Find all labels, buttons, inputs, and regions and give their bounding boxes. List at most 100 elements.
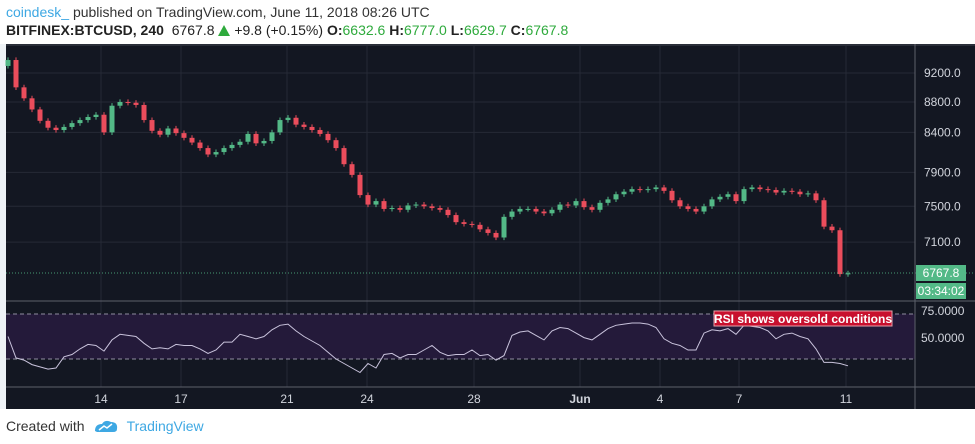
candle-body (101, 114, 107, 133)
candle (293, 115, 299, 128)
candle (5, 57, 11, 69)
close-label: C: (510, 22, 526, 38)
created-with-text: Created with (6, 418, 85, 434)
candle (557, 201, 563, 213)
candle (709, 196, 715, 209)
candle (501, 214, 507, 241)
last-price: 6767.8 (171, 22, 215, 38)
candle-body (821, 200, 827, 227)
candle (797, 189, 803, 197)
candle-body (493, 232, 499, 238)
candle (765, 186, 771, 193)
candle-body (309, 126, 315, 131)
candle (237, 139, 243, 148)
rsi-tick-50: 50.0000 (921, 331, 965, 345)
candle (581, 198, 587, 210)
candle (733, 191, 739, 204)
candle-body (261, 140, 267, 144)
candle-body (509, 211, 515, 217)
candle (157, 128, 163, 138)
candle-body (501, 216, 507, 238)
candle (165, 125, 171, 138)
candle-body (781, 190, 787, 193)
candle (77, 117, 83, 126)
candle (37, 106, 43, 124)
candle (117, 99, 123, 109)
candle (445, 207, 451, 218)
countdown-tag (916, 283, 966, 299)
candle (53, 125, 59, 133)
candle-body (325, 133, 331, 141)
left-edge (0, 44, 6, 409)
candle-body (733, 194, 739, 202)
candle (125, 99, 131, 106)
candle-body (29, 98, 35, 110)
candle (485, 226, 491, 236)
open-value: 6632.6 (342, 22, 386, 38)
candle-body (805, 193, 811, 195)
candle-body (557, 204, 563, 210)
candle (13, 57, 19, 90)
candle (197, 139, 203, 151)
candle-body (485, 229, 491, 233)
tradingview-logo-icon[interactable] (93, 418, 119, 434)
candle-body (285, 117, 291, 121)
candle-body (565, 204, 571, 206)
footer: Created with TradingView (6, 418, 204, 434)
candle (525, 206, 531, 212)
tradingview-link[interactable]: TradingView (126, 418, 204, 434)
time-tick-label: 11 (840, 392, 853, 406)
candle (357, 172, 363, 198)
candle-body (21, 87, 27, 99)
time-axis[interactable]: 14 17 21 24 28 Jun 4 7 11 (94, 392, 852, 406)
candle (325, 131, 331, 143)
candle-body (109, 105, 115, 133)
candle-body (693, 208, 699, 212)
candle (285, 115, 291, 123)
candle (685, 203, 691, 212)
candle-body (397, 208, 403, 210)
candle (389, 205, 395, 212)
publish-info: coindesk_ published on TradingView.com, … (6, 4, 430, 20)
price-tick-label: 8800.0 (924, 95, 961, 109)
candle (29, 95, 35, 113)
time-tick-label: 21 (280, 392, 294, 406)
candle-body (293, 117, 299, 125)
candle-body (445, 209, 451, 216)
publisher-link[interactable]: coindesk_ (6, 4, 70, 20)
candle (405, 202, 411, 213)
candle-body (53, 127, 59, 131)
price-tick-label: 7500.0 (924, 199, 961, 213)
candle-body (621, 191, 627, 195)
candle (741, 186, 747, 204)
candle-body (741, 189, 747, 202)
candle (549, 207, 555, 216)
open-label: O: (326, 22, 343, 38)
candle-body (13, 60, 19, 88)
candle-body (389, 208, 395, 210)
candle (845, 270, 851, 277)
candle-body (77, 120, 83, 124)
last-price-tag (916, 265, 966, 281)
candle-body (677, 200, 683, 207)
candle-body (837, 230, 843, 275)
candle-body (189, 137, 195, 143)
candle-body (613, 194, 619, 200)
candle (789, 188, 795, 195)
candle (693, 206, 699, 215)
close-value: 6767.8 (525, 22, 569, 38)
candle (253, 131, 259, 146)
candle (373, 198, 379, 208)
price-tick-label: 7900.0 (924, 165, 961, 179)
candle-body (685, 206, 691, 209)
price-axis[interactable]: 9200.0 8800.0 8400.0 7900.0 7500.0 7100.0 (924, 66, 961, 249)
candle (613, 191, 619, 202)
candle-body (301, 124, 307, 127)
candle-body (605, 199, 611, 203)
candle-body (221, 148, 227, 153)
candle (469, 221, 475, 228)
price-tick-label: 9200.0 (924, 66, 961, 80)
candle-body (749, 187, 755, 190)
candle-body (365, 195, 371, 205)
